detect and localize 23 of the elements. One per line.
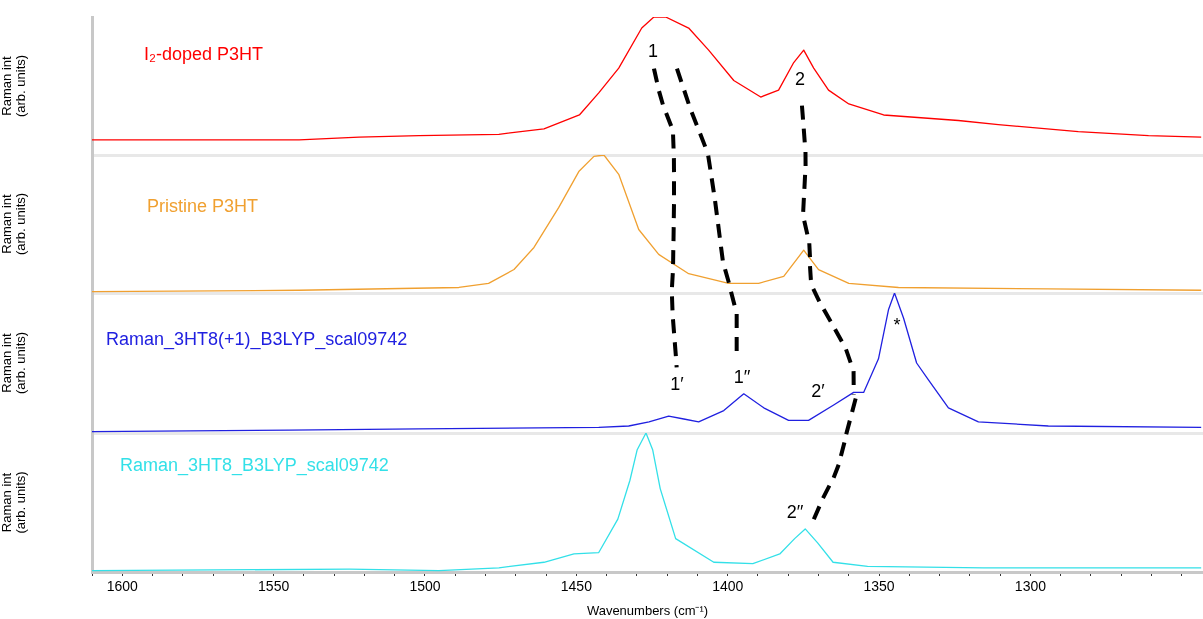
text: Raman_3HT8_B3LYP_scal09742: [120, 454, 389, 476]
x-tick-label: 1500: [409, 578, 441, 595]
y-axis-title: Raman int (arb. units): [0, 471, 29, 534]
annotation: 1′′: [733, 366, 751, 387]
annotation: 2′′: [786, 501, 804, 522]
annotation: 2: [794, 68, 806, 89]
annotation: 1: [647, 40, 659, 61]
annotation: 2′: [811, 380, 826, 401]
x-tick-label: 1550: [258, 578, 290, 595]
x-tick-label: 1400: [712, 578, 744, 595]
x-tick-label: 1350: [863, 578, 895, 595]
x-tick-label: 1450: [560, 578, 593, 595]
x-tick-label: 1300: [1014, 578, 1047, 595]
text: Pristine P3HT: [147, 195, 259, 216]
annotation: *: [893, 314, 901, 335]
y-axis-title: Raman int (arb. units): [0, 192, 29, 256]
y-axis-title: Raman int (arb. units): [0, 331, 29, 395]
text: Raman_3HT8(+1)_B3LYP_scal09742: [106, 328, 408, 350]
y-axis-title: Raman int (arb. units): [0, 54, 29, 118]
x-axis-title: Wavenumbers (cm⁻¹): [586, 602, 709, 618]
annotation: 1′: [670, 373, 685, 394]
text: I₂-doped P3HT: [144, 43, 264, 64]
x-tick-label: 1600: [106, 578, 139, 595]
